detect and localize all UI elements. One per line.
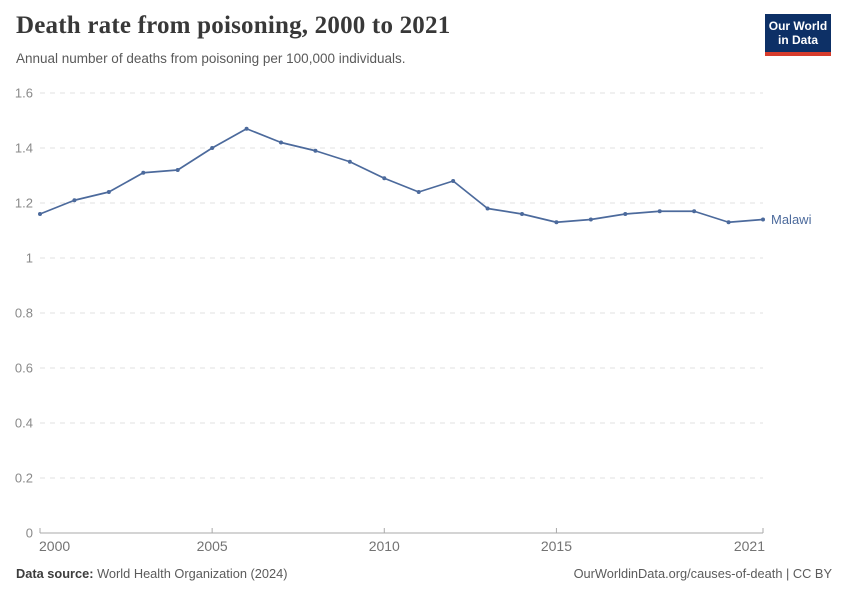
y-axis-tick-label: 1.4	[15, 141, 33, 156]
line-chart-canvas[interactable]: 0 0.2 0.4 0.6 0.8 1 1.2 1.4 1.6 2000 2005 2010 2015 2…	[0, 80, 850, 560]
page-title: Death rate from poisoning, 2000 to 2021	[16, 12, 451, 39]
data-point[interactable]	[141, 170, 146, 175]
data-point[interactable]	[244, 126, 249, 131]
y-axis-tick-label: 1.6	[15, 86, 33, 101]
data-point[interactable]	[657, 209, 662, 214]
data-point[interactable]	[382, 176, 387, 181]
data-point[interactable]	[313, 148, 318, 153]
data-point[interactable]	[554, 220, 559, 225]
data-point[interactable]	[692, 209, 697, 214]
y-axis-tick-label: 0.8	[15, 306, 33, 321]
y-axis-tick-label: 0.2	[15, 471, 33, 486]
owid-logo[interactable]: Our World in Data	[765, 14, 831, 56]
series-end-label: Malawi	[771, 212, 812, 227]
chart-footer: Data source: World Health Organization (…	[16, 566, 832, 581]
data-point[interactable]	[279, 140, 283, 145]
data-source-label: Data source:	[16, 566, 94, 581]
data-point[interactable]	[210, 146, 215, 150]
data-point[interactable]	[623, 212, 628, 216]
series-line-malawi[interactable]	[39, 127, 764, 224]
data-point[interactable]	[588, 217, 593, 222]
x-axis-tick-label: 2010	[369, 538, 400, 554]
data-point[interactable]	[451, 179, 456, 183]
data-source-text: World Health Organization (2024)	[93, 566, 288, 581]
data-point[interactable]	[72, 198, 77, 203]
data-point[interactable]	[726, 220, 731, 225]
license-link[interactable]: OurWorldinData.org/causes-of-death | CC …	[573, 566, 832, 581]
x-axis-tick-label: 2015	[541, 538, 572, 554]
data-point[interactable]	[485, 206, 490, 211]
owid-logo-line2: in Data	[777, 33, 818, 48]
data-point[interactable]	[520, 212, 524, 216]
data-source-note: Data source: World Health Organization (…	[16, 566, 287, 581]
y-axis-tick-label: 1.2	[15, 196, 33, 211]
y-axis-tick-label: 0.4	[15, 416, 33, 431]
x-axis-tick-label: 2005	[197, 538, 228, 554]
data-point[interactable]	[347, 159, 352, 164]
data-point[interactable]	[175, 168, 180, 172]
y-axis-tick-label: 1	[26, 251, 33, 266]
data-point[interactable]	[106, 190, 111, 194]
x-axis-tick-label: 2021	[734, 538, 765, 554]
data-point[interactable]	[416, 190, 421, 194]
y-axis-tick-label: 0	[26, 526, 33, 541]
chart-subtitle: Annual number of deaths from poisoning p…	[16, 51, 406, 66]
data-point[interactable]	[38, 212, 42, 216]
x-axis-tick-label: 2000	[39, 538, 70, 554]
owid-logo-line1: Our World	[768, 19, 828, 33]
y-axis-tick-label: 0.6	[15, 361, 33, 376]
data-point[interactable]	[761, 217, 765, 222]
